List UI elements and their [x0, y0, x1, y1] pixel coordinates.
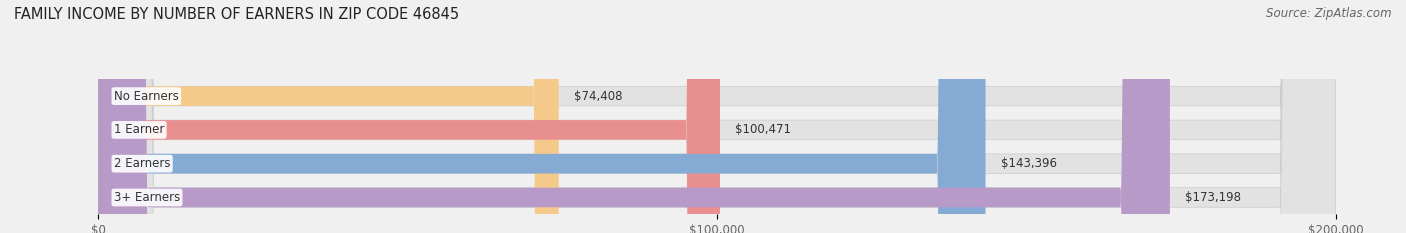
- FancyBboxPatch shape: [98, 0, 720, 233]
- Text: 1 Earner: 1 Earner: [114, 123, 165, 136]
- Text: $100,471: $100,471: [735, 123, 792, 136]
- Text: $143,396: $143,396: [1001, 157, 1057, 170]
- Text: 2 Earners: 2 Earners: [114, 157, 170, 170]
- Text: No Earners: No Earners: [114, 90, 179, 103]
- Text: $74,408: $74,408: [574, 90, 623, 103]
- FancyBboxPatch shape: [98, 0, 1336, 233]
- FancyBboxPatch shape: [98, 0, 986, 233]
- FancyBboxPatch shape: [98, 0, 1170, 233]
- FancyBboxPatch shape: [98, 0, 1336, 233]
- Text: Source: ZipAtlas.com: Source: ZipAtlas.com: [1267, 7, 1392, 20]
- FancyBboxPatch shape: [98, 0, 558, 233]
- Text: $173,198: $173,198: [1185, 191, 1241, 204]
- FancyBboxPatch shape: [98, 0, 1336, 233]
- FancyBboxPatch shape: [98, 0, 1336, 233]
- Text: 3+ Earners: 3+ Earners: [114, 191, 180, 204]
- Text: FAMILY INCOME BY NUMBER OF EARNERS IN ZIP CODE 46845: FAMILY INCOME BY NUMBER OF EARNERS IN ZI…: [14, 7, 460, 22]
